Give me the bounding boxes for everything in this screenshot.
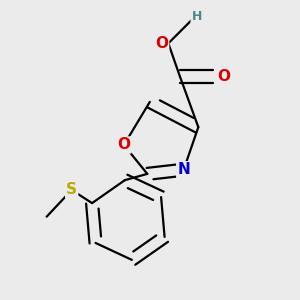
Text: O: O [155,36,168,51]
Text: H: H [191,10,202,23]
Text: S: S [66,182,77,197]
Text: N: N [177,162,190,177]
Text: O: O [217,69,230,84]
Text: O: O [117,137,130,152]
